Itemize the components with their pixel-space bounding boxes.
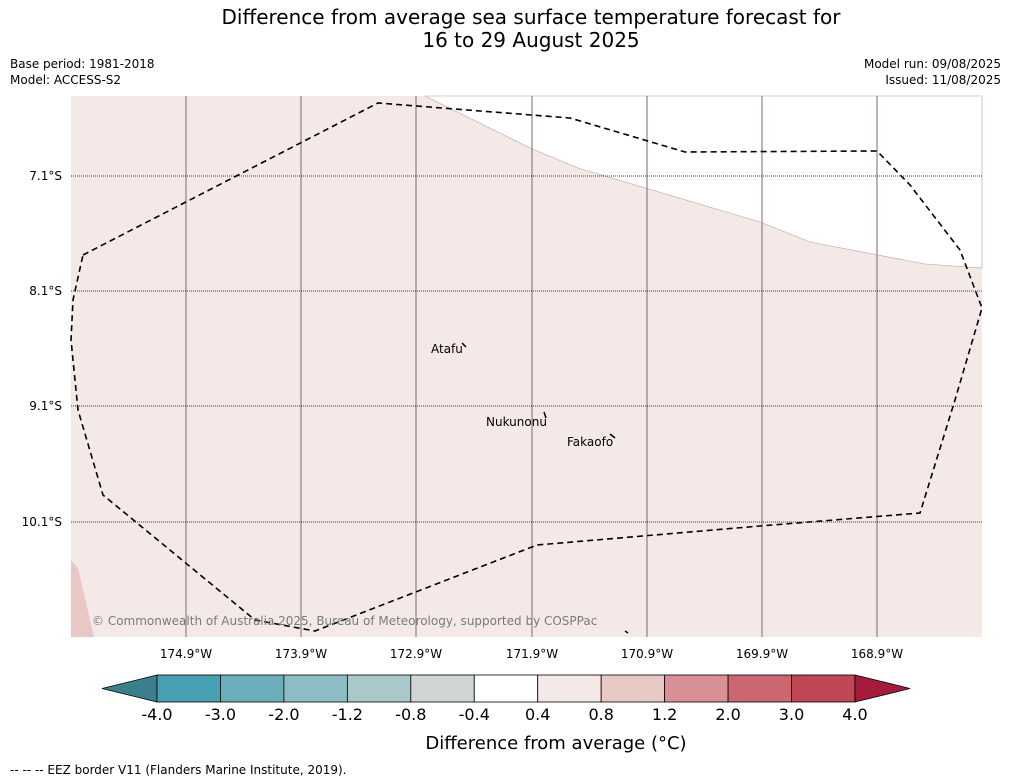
lon-label: 174.9°W [159,647,213,661]
colorbar-segment [791,674,856,703]
issued-date: Issued: 11/08/2025 [885,73,1001,87]
colorbar-tick-label: 1.2 [651,705,678,724]
lat-label: 10.1°S [21,515,62,529]
colorbar-segment [346,674,412,703]
colorbar-tick-label: -0.4 [458,705,490,724]
colorbar-segment [537,674,602,703]
colorbar-segment [600,674,666,703]
lon-label: 171.9°W [505,647,559,661]
title-line-2: 16 to 29 August 2025 [422,28,640,52]
atafu-label: Atafu [431,342,463,356]
meta-right: Model run: 09/08/2025 Issued: 11/08/2025 [864,56,1001,88]
fakaofo-label: Fakaofo [567,435,614,449]
lon-label: 172.9°W [389,647,443,661]
colorbar-segment [156,674,221,703]
colorbar-segment [220,674,285,703]
eez-border [70,102,983,632]
colorbar-tick-label: 4.0 [842,705,868,724]
colorbar-extension-high [854,674,911,703]
lon-label: 173.9°W [274,647,328,661]
colorbar-tick-label: 0.4 [524,705,551,724]
colorbar-tick-label: -2.0 [268,705,300,724]
lon-label: 170.9°W [620,647,674,661]
meridian-lines [185,96,878,637]
colorbar-extension-low [101,674,158,703]
title-line-1: Difference from average sea surface temp… [221,5,841,29]
fakaofo-island [609,433,616,439]
no-data-region [424,95,983,269]
model-run: Model run: 09/08/2025 [863,57,1001,71]
legend-footnote: -- -- -- EEZ border V11 (Flanders Marine… [10,763,347,777]
lat-label: 8.1°S [29,284,62,298]
colorbar-tick-label: -0.8 [395,705,427,724]
lon-label: 168.9°W [850,647,904,661]
colorbar-segment [283,674,348,703]
colorbar-segment [664,674,729,703]
colorbar-tick-label: 2.0 [715,705,741,724]
colorbar-tick-label: -3.0 [204,705,237,724]
copyright-notice: © Commonwealth of Australia 2025, Bureau… [92,614,598,628]
warm-patch [71,560,94,637]
colorbar-label: Difference from average (°C) [425,733,687,754]
lon-label: 169.9°W [735,647,789,661]
lat-label: 9.1°S [29,399,62,413]
atafu-island [461,342,467,348]
colorbar-tick-label: 3.0 [778,705,805,724]
lat-label: 7.1°S [29,169,62,183]
model-name: Model: ACCESS-S2 [10,73,122,87]
meta-left: Base period: 1981-2018 Model: ACCESS-S2 [10,56,155,88]
colorbar-tick-label: -4.0 [141,705,173,724]
base-period: Base period: 1981-2018 [10,57,155,71]
colorbar-segment [473,674,539,703]
colorbar-segment [727,674,792,703]
islet-marker [624,630,629,634]
chart-title: Difference from average sea surface temp… [0,6,1011,52]
nukunonu-label: Nukunonu [486,415,547,429]
colorbar-tick-label: 0.8 [588,705,614,724]
colorbar-tick-label: -1.2 [331,705,363,724]
nukunonu-island [543,411,547,419]
colorbar-segment [410,674,475,703]
